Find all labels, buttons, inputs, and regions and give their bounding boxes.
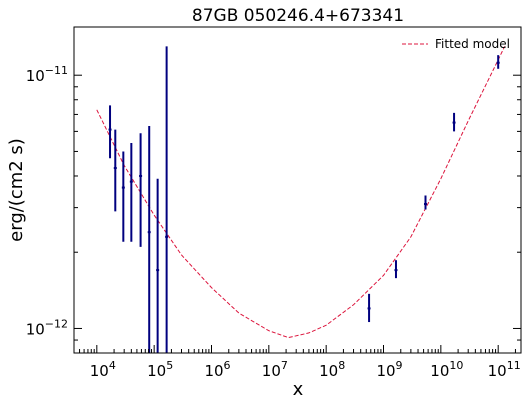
x-tick-label: 107 bbox=[262, 359, 288, 380]
x-tick-label: 106 bbox=[204, 359, 230, 380]
y-axis-label: erg/(cm2 s) bbox=[6, 138, 27, 242]
data-marker bbox=[424, 203, 428, 206]
x-tick-label: 1011 bbox=[488, 359, 521, 380]
model-layer bbox=[96, 46, 506, 339]
data-marker bbox=[129, 180, 133, 183]
data-marker bbox=[156, 269, 160, 272]
data-point-6 bbox=[147, 126, 151, 353]
data-marker bbox=[496, 61, 500, 64]
data-marker bbox=[139, 174, 143, 177]
data-point-5 bbox=[139, 133, 143, 247]
x-tick-label: 104 bbox=[90, 359, 116, 380]
y-axis-tick-labels: 10−12 10−11 bbox=[26, 64, 68, 338]
data-point-4 bbox=[129, 142, 133, 242]
x-tick-label: 109 bbox=[376, 359, 402, 380]
data-point-7 bbox=[156, 178, 160, 353]
y-tick-label: 10−12 bbox=[26, 317, 68, 338]
data-marker bbox=[147, 231, 151, 234]
data-marker bbox=[367, 307, 371, 310]
data-marker bbox=[394, 269, 398, 272]
data-point-8 bbox=[165, 46, 169, 353]
plot-frame bbox=[73, 26, 522, 354]
x-tick-label: 1010 bbox=[430, 359, 463, 380]
x-axis-tick-labels: 104 105 106 107 108 109 1010 1011 bbox=[90, 359, 521, 380]
fitted-model-line bbox=[96, 46, 506, 339]
x-tick-label: 105 bbox=[147, 359, 173, 380]
y-axis-ticks bbox=[74, 74, 521, 354]
x-tick-label: 108 bbox=[319, 359, 345, 380]
data-marker bbox=[108, 128, 112, 131]
data-marker bbox=[113, 167, 117, 170]
data-point-10 bbox=[394, 260, 398, 279]
data-marker bbox=[452, 121, 456, 124]
data-layer bbox=[108, 46, 500, 353]
data-point-12 bbox=[452, 112, 456, 132]
chart-title: 87GB 050246.4+673341 bbox=[192, 6, 404, 26]
legend-label-fitted-model: Fitted model bbox=[435, 37, 510, 51]
data-point-3 bbox=[121, 151, 125, 242]
data-point-11 bbox=[424, 195, 428, 210]
data-point-1 bbox=[108, 105, 112, 159]
plot-area bbox=[73, 26, 522, 354]
legend: Fitted model bbox=[402, 37, 510, 51]
y-tick-label: 10−11 bbox=[26, 64, 68, 85]
x-axis-label: x bbox=[293, 379, 304, 400]
x-axis-ticks bbox=[73, 345, 516, 353]
data-marker bbox=[121, 186, 125, 189]
data-marker bbox=[165, 235, 169, 238]
data-point-2 bbox=[113, 129, 117, 212]
data-point-9 bbox=[367, 293, 371, 323]
data-point-13 bbox=[496, 55, 500, 69]
